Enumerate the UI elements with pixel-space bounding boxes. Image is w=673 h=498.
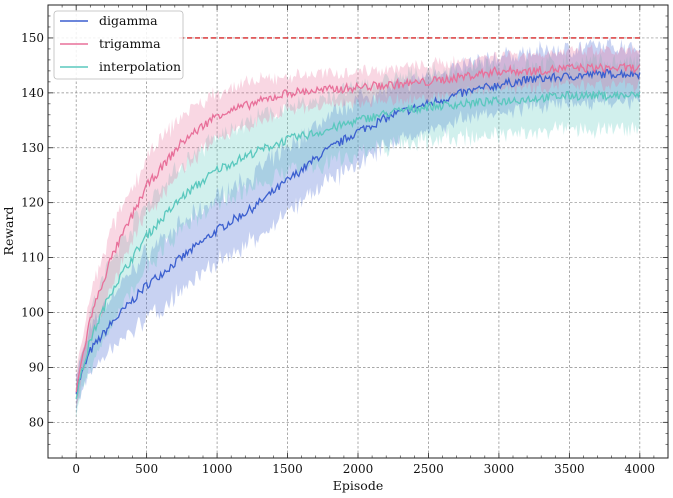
trigamma-line xyxy=(75,62,641,393)
ticks-group xyxy=(48,4,668,458)
interpolation-legend-label: interpolation xyxy=(99,59,181,74)
y-tick-label: 80 xyxy=(29,415,44,429)
legend-box xyxy=(53,10,184,80)
x-tick-label: 0 xyxy=(72,462,80,476)
lines-group xyxy=(75,62,641,400)
trigamma-legend-label: trigamma xyxy=(99,36,161,51)
y-tick-label: 130 xyxy=(21,141,44,155)
tick-labels-group: 0 500 1000 1500 2000 2500 3000 3500 4000 80 90 100 1… xyxy=(21,31,655,476)
legend: digamma trigamma interpolation xyxy=(53,10,184,80)
y-tick-label: 90 xyxy=(29,360,44,374)
trigamma-band xyxy=(76,43,640,408)
y-axis-label: Reward xyxy=(1,207,16,256)
interpolation-line xyxy=(75,89,641,400)
y-tick-label: 150 xyxy=(21,31,44,45)
x-tick-label: 500 xyxy=(135,462,158,476)
y-tick-label: 140 xyxy=(21,86,44,100)
interpolation-band xyxy=(76,52,640,420)
x-tick-label: 4000 xyxy=(625,462,656,476)
x-tick-label: 2500 xyxy=(413,462,444,476)
digamma-line xyxy=(75,67,641,394)
x-tick-label: 3500 xyxy=(554,462,585,476)
digamma-legend-label: digamma xyxy=(99,13,158,28)
x-tick-label: 1500 xyxy=(272,462,303,476)
x-axis-label: Episode xyxy=(333,478,383,493)
y-tick-label: 110 xyxy=(21,251,44,265)
x-tick-label: 2000 xyxy=(343,462,374,476)
y-tick-label: 100 xyxy=(21,305,44,319)
x-tick-label: 3000 xyxy=(484,462,515,476)
y-tick-label: 120 xyxy=(21,196,44,210)
x-tick-label: 1000 xyxy=(202,462,233,476)
